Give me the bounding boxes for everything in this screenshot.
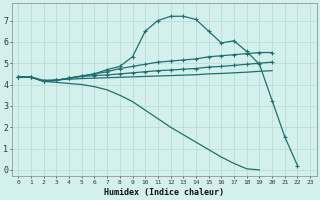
X-axis label: Humidex (Indice chaleur): Humidex (Indice chaleur)	[104, 188, 224, 197]
